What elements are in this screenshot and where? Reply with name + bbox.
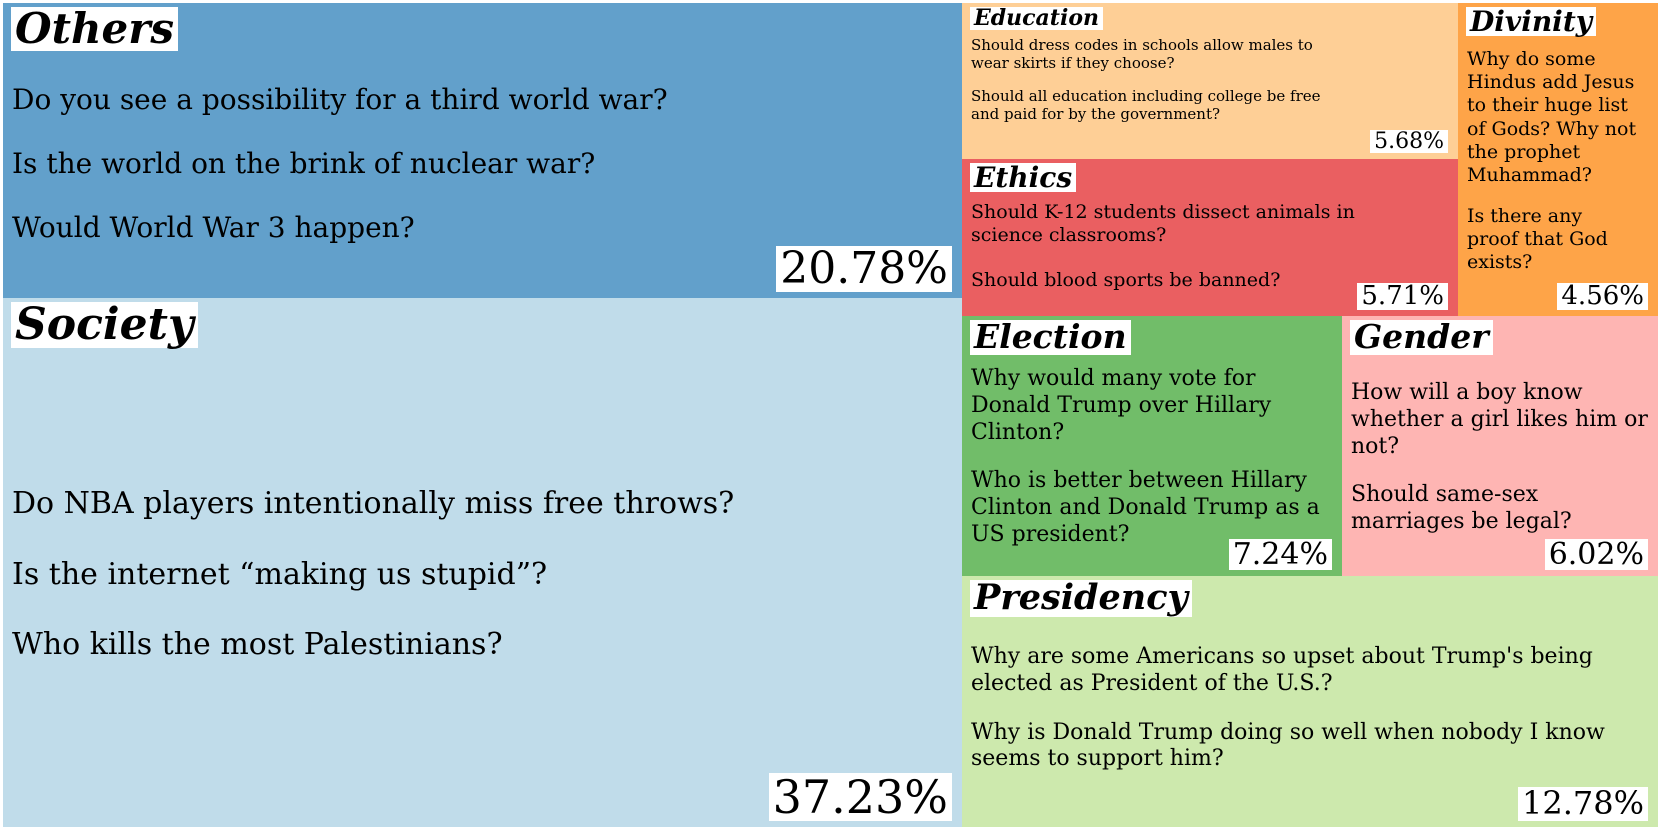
tile-question: Should all education including college b… — [971, 86, 1321, 123]
treemap-tile-others: Others Do you see a possibility for a thi… — [3, 3, 962, 298]
tile-question: Why are some Americans so upset about Tr… — [971, 644, 1593, 696]
tile-percent-label: 12.78% — [1517, 787, 1648, 821]
tile-question-list: Do NBA players intentionally miss free t… — [12, 486, 912, 664]
tile-percent-label: 6.02% — [1544, 538, 1648, 570]
tile-question-list: Why are some Americans so upset about Tr… — [971, 644, 1658, 773]
tile-category-label: Others — [11, 6, 179, 52]
tile-question: Should same-sex marriages be legal? — [1351, 482, 1572, 535]
tile-question: Is the world on the brink of nuclear war… — [12, 147, 596, 181]
tile-category-label: Education — [970, 6, 1103, 31]
tile-question: Do NBA players intentionally miss free t… — [12, 486, 735, 521]
tile-question-list: Why do some Hindus add Jesus to their hu… — [1467, 48, 1637, 275]
tile-category-label: Election — [970, 319, 1131, 355]
tile-question: Who kills the most Palestinians? — [12, 627, 503, 663]
tile-question: Should K-12 students dissect animals in … — [971, 201, 1355, 247]
tile-question: Should blood sports be banned? — [971, 269, 1281, 292]
tile-question: Who is better between Hillary Clinton an… — [971, 468, 1320, 548]
tile-category-label: Ethics — [970, 163, 1077, 192]
tile-category-label: Divinity — [1466, 7, 1597, 36]
treemap-tile-gender: Gender How will a boy know whether a girl… — [1342, 316, 1658, 576]
tile-question: How will a boy know whether a girl likes… — [1351, 380, 1648, 459]
tile-question-list: Should dress codes in schools allow male… — [971, 36, 1331, 123]
tile-question: Why do some Hindus add Jesus to their hu… — [1467, 48, 1637, 186]
tile-question: Should dress codes in schools allow male… — [971, 36, 1313, 73]
tile-percent-label: 20.78% — [776, 245, 952, 292]
tile-percent-label: 7.24% — [1228, 538, 1332, 570]
treemap-tile-society: Society Do NBA players intentionally miss… — [3, 298, 962, 827]
tile-question-list: Should K-12 students dissect animals in … — [971, 201, 1371, 293]
tile-question: Is there any proof that God exists? — [1467, 205, 1608, 274]
tile-question-list: Do you see a possibility for a third wor… — [12, 83, 912, 245]
tile-question: Would World War 3 happen? — [12, 211, 415, 245]
tile-question: Why is Donald Trump doing so well when n… — [971, 719, 1605, 772]
tile-category-label: Presidency — [970, 579, 1192, 617]
tile-question-list: Why would many vote for Donald Trump ove… — [971, 366, 1336, 549]
tile-question: Why would many vote for Donald Trump ove… — [971, 366, 1272, 445]
treemap-tile-divinity: Divinity Why do some Hindus add Jesus to … — [1458, 3, 1658, 316]
treemap-tile-ethics: Ethics Should K-12 students dissect anima… — [962, 159, 1458, 316]
tile-category-label: Society — [11, 301, 198, 349]
tile-percent-label: 5.71% — [1357, 282, 1448, 310]
tile-percent-label: 5.68% — [1370, 130, 1448, 153]
tile-category-label: Gender — [1350, 319, 1493, 355]
tile-percent-label: 4.56% — [1557, 282, 1648, 310]
tile-question-list: How will a boy know whether a girl likes… — [1351, 380, 1651, 536]
treemap-tile-education: Education Should dress codes in schools a… — [962, 3, 1458, 159]
tile-percent-label: 37.23% — [768, 772, 952, 821]
treemap-tile-presidency: Presidency Why are some Americans so upse… — [962, 576, 1658, 827]
treemap-tile-election: Election Why would many vote for Donald T… — [962, 316, 1342, 576]
tile-question: Is the internet “making us stupid”? — [12, 556, 548, 592]
tile-question: Do you see a possibility for a third wor… — [12, 83, 668, 116]
